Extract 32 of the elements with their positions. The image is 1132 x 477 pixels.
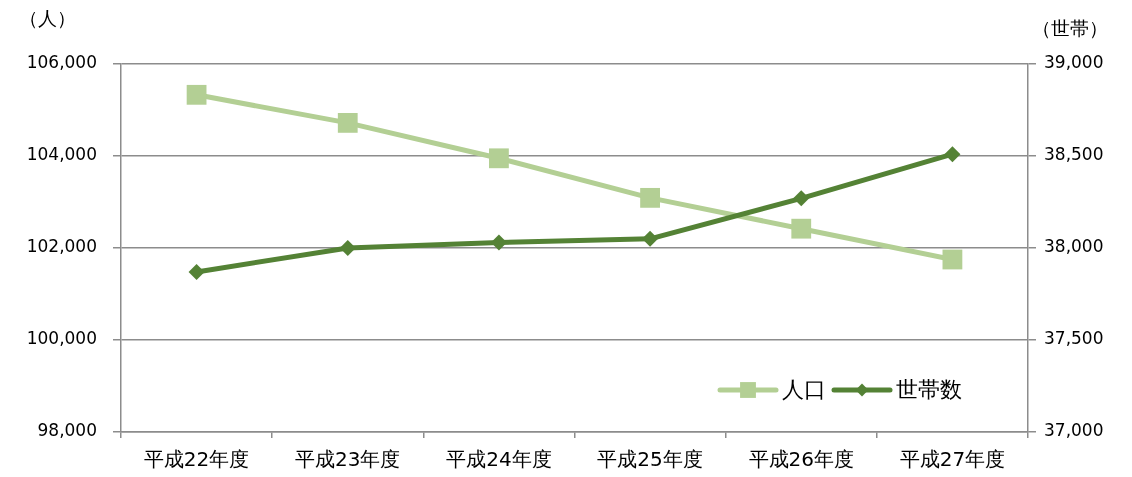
x-tick-label: 平成22年度 bbox=[143, 447, 250, 472]
point bbox=[186, 84, 207, 105]
x-tick-label: 平成24年度 bbox=[446, 447, 552, 472]
point bbox=[489, 148, 509, 169]
y-tick-label: 100,000 bbox=[26, 328, 97, 349]
point bbox=[791, 218, 812, 239]
point bbox=[942, 249, 963, 270]
point bbox=[793, 190, 810, 207]
point bbox=[339, 240, 356, 256]
y-tick-label: 98,000 bbox=[37, 420, 97, 441]
y-axis-title: （人） bbox=[18, 6, 76, 29]
x-tick-label: 平成23年度 bbox=[295, 447, 401, 472]
x-tick-label: 平成26年度 bbox=[748, 447, 854, 472]
point bbox=[944, 146, 961, 163]
y2-tick-label: 39,000 bbox=[1044, 52, 1104, 73]
y-tick-label: 104,000 bbox=[26, 144, 97, 165]
y2-tick-label: 38,500 bbox=[1044, 144, 1104, 165]
x-tick-label: 平成27年度 bbox=[899, 447, 1006, 472]
y2-axis-title: （世帯） bbox=[1032, 16, 1108, 39]
point bbox=[337, 112, 358, 133]
point bbox=[490, 234, 507, 251]
legend-label: 世帯数 bbox=[896, 376, 962, 402]
y2-tick-label: 38,000 bbox=[1044, 236, 1104, 257]
y-tick-label: 102,000 bbox=[26, 236, 97, 257]
y2-tick-label: 37,000 bbox=[1044, 420, 1104, 441]
y-tick-label: 106,000 bbox=[26, 52, 97, 73]
point bbox=[642, 230, 659, 247]
point bbox=[188, 263, 205, 280]
x-tick-label: 平成25年度 bbox=[597, 447, 703, 472]
point bbox=[640, 187, 660, 208]
y2-tick-label: 37,500 bbox=[1044, 328, 1104, 349]
legend-label: 人口 bbox=[782, 376, 826, 402]
